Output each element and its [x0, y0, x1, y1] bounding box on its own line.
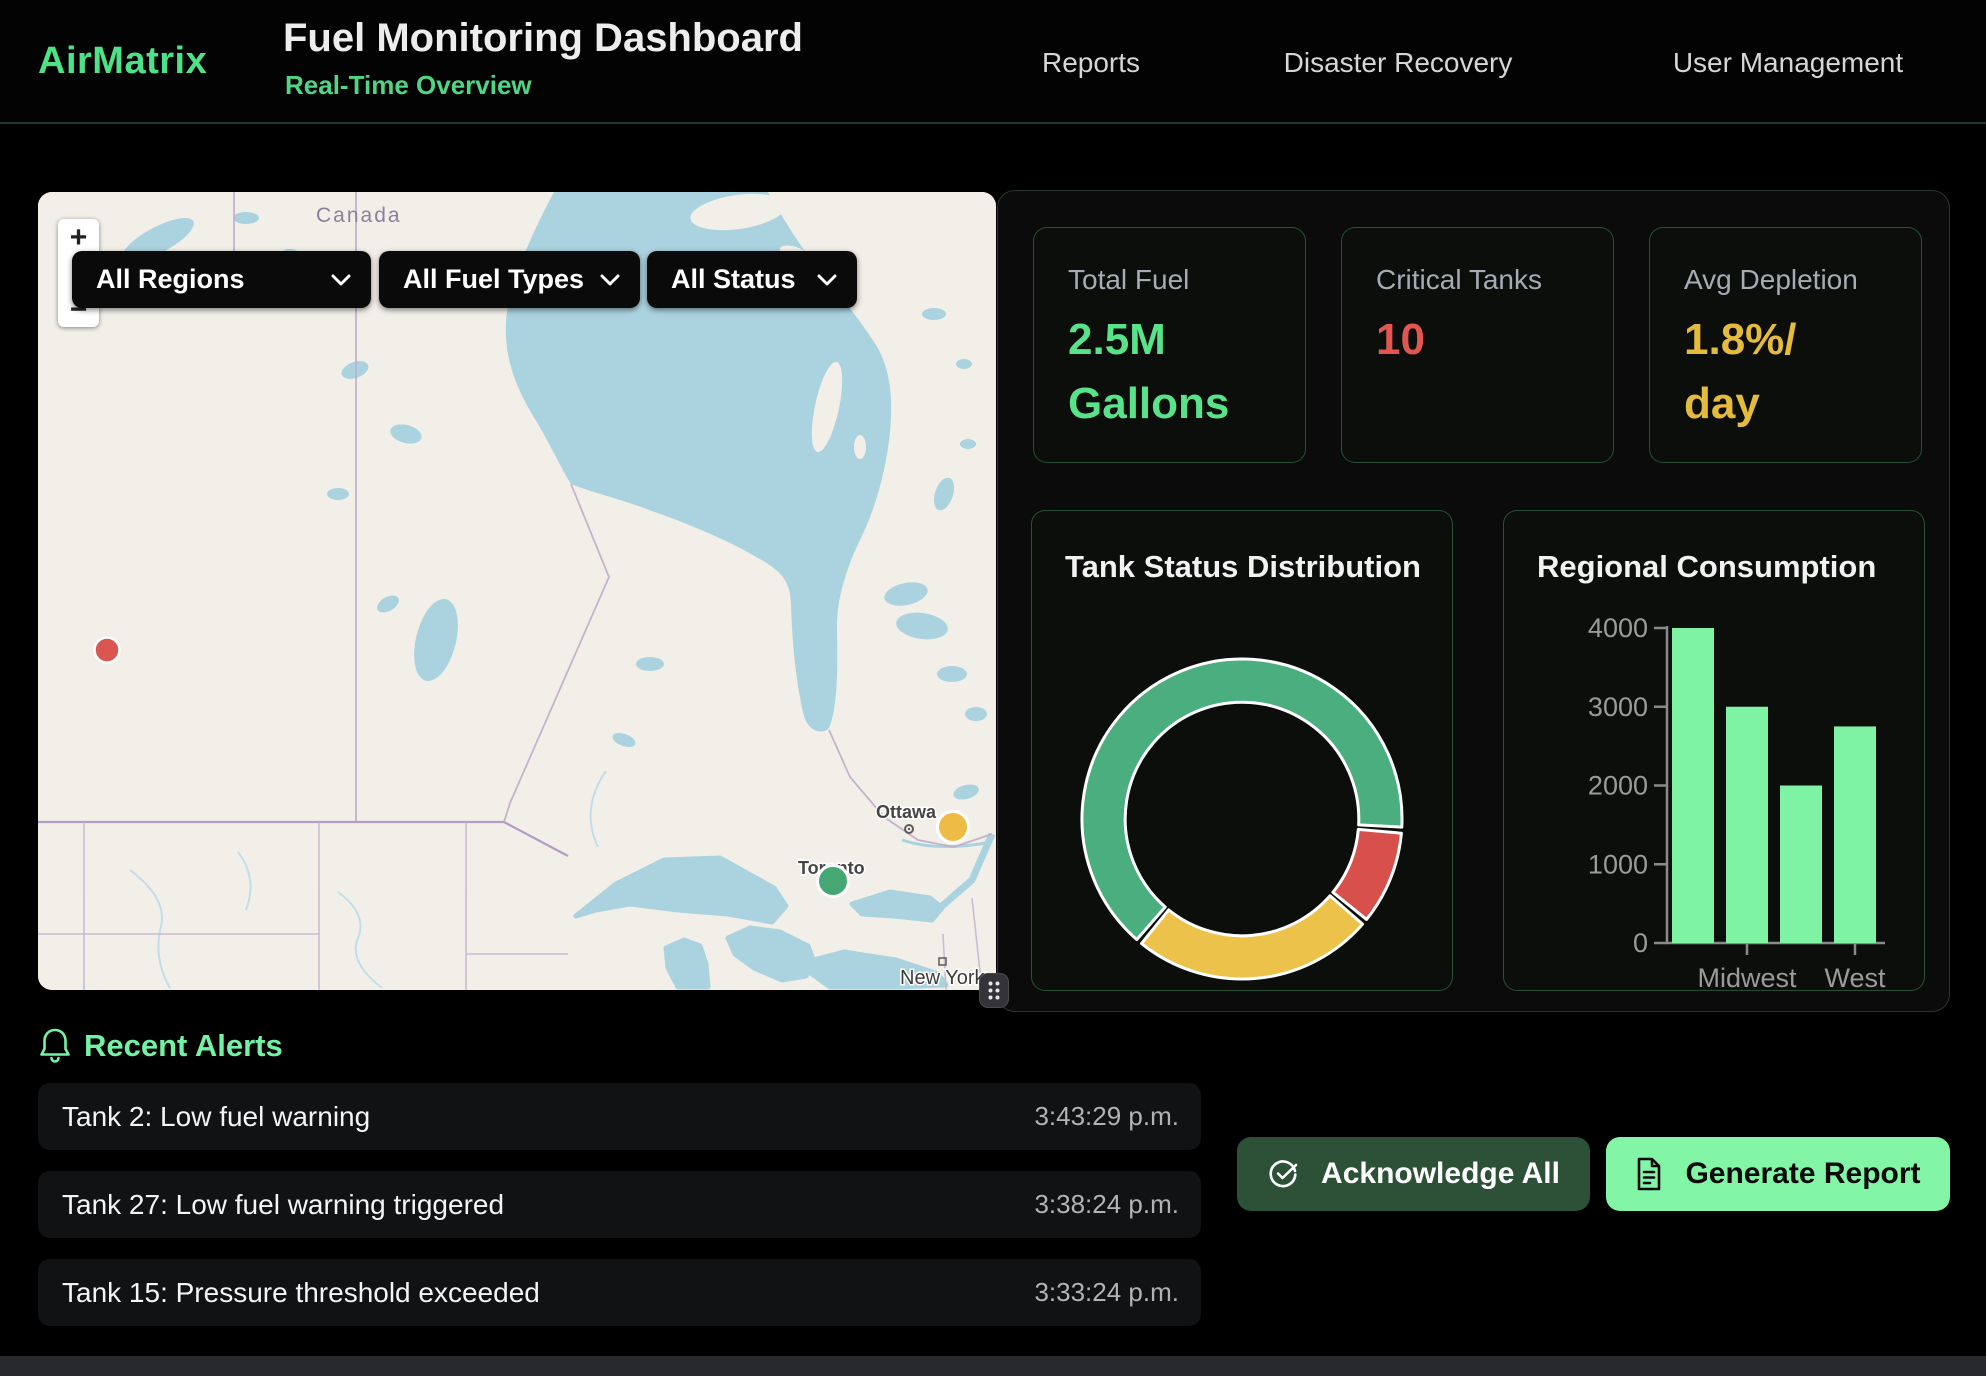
- generate-report-label: Generate Report: [1685, 1157, 1920, 1191]
- app-logo: AirMatrix: [38, 40, 207, 83]
- tank-status-card: Tank Status Distribution: [1031, 510, 1453, 991]
- stat-label: Critical Tanks: [1376, 264, 1613, 296]
- acknowledge-all-label: Acknowledge All: [1321, 1157, 1560, 1191]
- regional-consumption-bar-chart: 0 1000 2000 3000 4000 Midwest West: [1504, 511, 1926, 990]
- report-file-icon: [1635, 1157, 1663, 1191]
- stat-label: Avg Depletion: [1684, 264, 1921, 296]
- bar-series-2: [1780, 786, 1822, 944]
- stat-label: Total Fuel: [1068, 264, 1305, 296]
- bar-West: [1834, 726, 1876, 943]
- chevron-down-icon: [817, 274, 837, 286]
- alert-text: Tank 27: Low fuel warning triggered: [62, 1189, 504, 1221]
- stat-value: 2.5MGallons: [1068, 308, 1305, 436]
- map-marker-warning[interactable]: [938, 812, 969, 843]
- x-tick-label: Midwest: [1697, 963, 1797, 990]
- map-marker-critical[interactable]: [95, 638, 120, 663]
- check-circle-icon: [1267, 1158, 1299, 1190]
- nav-user-management[interactable]: User Management: [1673, 47, 1903, 79]
- y-tick-label: 4000: [1588, 613, 1648, 643]
- nav-reports[interactable]: Reports: [1042, 47, 1140, 79]
- y-tick-label: 2000: [1588, 771, 1648, 801]
- alert-timestamp: 3:38:24 p.m.: [1034, 1189, 1179, 1220]
- stat-card-total-fuel: Total Fuel 2.5MGallons: [1033, 227, 1306, 463]
- filter-label: All Fuel Types: [403, 264, 584, 295]
- status-filter-dropdown[interactable]: All Status: [647, 251, 857, 308]
- generate-report-button[interactable]: Generate Report: [1606, 1137, 1950, 1211]
- map-label-ottawa: Ottawa: [876, 802, 937, 822]
- map-marker-normal[interactable]: [818, 866, 849, 897]
- map-filter-row: All Regions All Fuel Types All Status: [38, 251, 996, 308]
- page-title: Fuel Monitoring Dashboard: [283, 16, 803, 61]
- alert-row[interactable]: Tank 2: Low fuel warning 3:43:29 p.m.: [38, 1083, 1201, 1150]
- bar-Midwest: [1726, 707, 1768, 943]
- map-panel[interactable]: Canada Ottawa Toronto New York + − All R…: [38, 192, 996, 990]
- resize-drag-handle-icon[interactable]: [980, 974, 1008, 1007]
- bell-icon: [38, 1026, 72, 1064]
- map-label-newyork: New York: [900, 967, 985, 989]
- stat-value: 1.8%/day: [1684, 308, 1921, 436]
- donut-segment-warning: [1142, 896, 1363, 979]
- chevron-down-icon: [600, 274, 620, 286]
- dashboard-panel: Total Fuel 2.5MGallons Critical Tanks 10 Avg…: [997, 190, 1950, 1012]
- bar-series-0: [1672, 628, 1714, 943]
- y-tick-label: 3000: [1588, 692, 1648, 722]
- stat-card-critical-tanks: Critical Tanks 10: [1341, 227, 1614, 463]
- alert-timestamp: 3:43:29 p.m.: [1034, 1101, 1179, 1132]
- chevron-down-icon: [331, 274, 351, 286]
- region-filter-dropdown[interactable]: All Regions: [72, 251, 371, 308]
- bottom-partial-row: [0, 1356, 1986, 1376]
- stat-card-avg-depletion: Avg Depletion 1.8%/day: [1649, 227, 1922, 463]
- y-tick-label: 0: [1633, 928, 1648, 958]
- acknowledge-all-button[interactable]: Acknowledge All: [1237, 1137, 1590, 1211]
- alert-timestamp: 3:33:24 p.m.: [1034, 1277, 1179, 1308]
- alerts-section-title: Recent Alerts: [84, 1028, 283, 1064]
- map-canvas[interactable]: Canada Ottawa Toronto New York: [38, 192, 996, 990]
- zoom-in-button[interactable]: +: [58, 221, 99, 255]
- nav-disaster-recovery[interactable]: Disaster Recovery: [1284, 47, 1513, 79]
- fuel-type-filter-dropdown[interactable]: All Fuel Types: [379, 251, 640, 308]
- filter-label: All Regions: [96, 264, 245, 295]
- filter-label: All Status: [671, 264, 796, 295]
- alert-text: Tank 15: Pressure threshold exceeded: [62, 1277, 540, 1309]
- alert-row[interactable]: Tank 15: Pressure threshold exceeded 3:33…: [38, 1259, 1201, 1326]
- alert-text: Tank 2: Low fuel warning: [62, 1101, 370, 1133]
- app-header: AirMatrix Fuel Monitoring Dashboard Real…: [0, 0, 1986, 124]
- y-tick-label: 1000: [1588, 849, 1648, 879]
- x-tick-label: West: [1824, 963, 1886, 990]
- stat-value: 10: [1376, 308, 1613, 372]
- map-label-canada: Canada: [316, 204, 402, 227]
- alert-row[interactable]: Tank 27: Low fuel warning triggered 3:38:…: [38, 1171, 1201, 1238]
- tank-status-donut-chart: [1032, 511, 1454, 990]
- regional-consumption-card: Regional Consumption 01000200030004000Mi…: [1503, 510, 1925, 991]
- page-subtitle: Real-Time Overview: [285, 70, 532, 101]
